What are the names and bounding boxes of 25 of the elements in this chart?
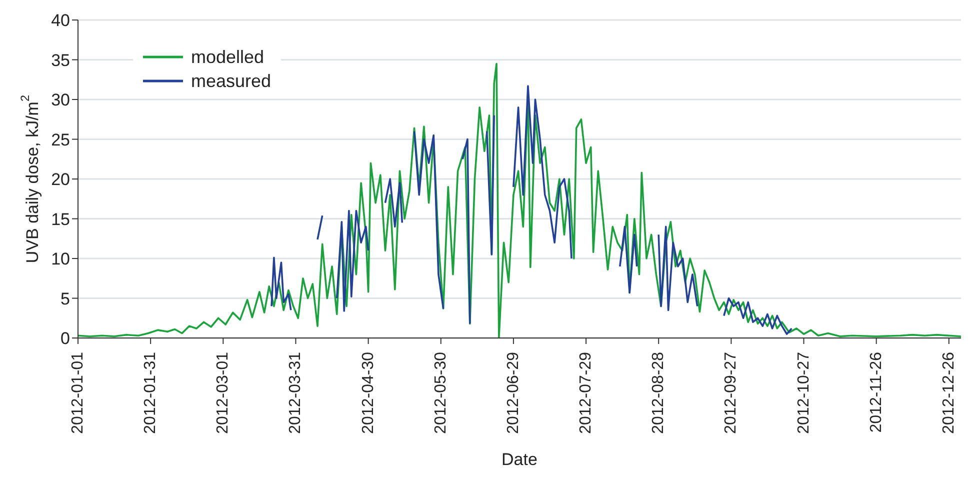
x-tick-label: 2012-04-30 [360, 352, 377, 434]
x-tick-label: 2012-01-01 [70, 352, 86, 434]
x-tick-label: 2012-09-27 [722, 352, 740, 434]
y-tick-label: 10 [51, 250, 70, 269]
y-tick-label: 30 [51, 90, 70, 110]
x-tick-label: 2012-05-30 [432, 352, 450, 434]
x-tick-label: 2012-06-29 [504, 352, 522, 434]
x-tick-label: 2012-03-01 [214, 352, 232, 434]
y-tick-label: 35 [51, 50, 70, 70]
x-tick-label: 2012-07-29 [578, 352, 595, 434]
y-tick-label: 15 [51, 210, 70, 229]
x-tick-label: 2012-03-31 [287, 352, 304, 434]
x-tick-label: 2012-01-31 [142, 352, 160, 434]
legend-label: measured [191, 70, 272, 93]
y-tick-label: 0 [60, 329, 70, 348]
y-tick-label: 5 [60, 289, 70, 308]
x-tick-label: 2012-08-28 [650, 352, 668, 434]
y-tick-label: 20 [51, 170, 70, 190]
y-tick-label: 40 [51, 11, 70, 30]
y-tick-label: 25 [51, 130, 70, 150]
x-tick-label: 2012-11-26 [868, 352, 885, 433]
legend-label: modelled [191, 46, 264, 69]
x-tick-label: 2012-10-27 [795, 352, 812, 434]
x-tick-label: 2012-12-26 [940, 352, 958, 434]
x-axis-title: Date [502, 450, 538, 469]
